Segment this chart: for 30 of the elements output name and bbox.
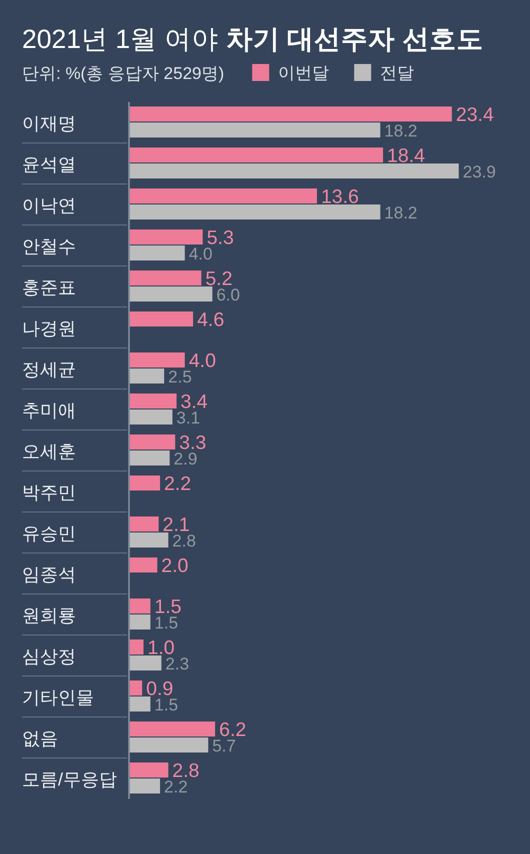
data-label: 2.2 xyxy=(164,473,192,495)
y-tick-label: 이재명 xyxy=(22,114,76,134)
y-tick-label: 이낙연 xyxy=(22,196,76,216)
y-tick-label: 심상정 xyxy=(22,646,76,666)
legend-label: 이번달 xyxy=(278,64,330,82)
y-tick-label: 오세훈 xyxy=(22,442,76,462)
y-tick-label: 임종석 xyxy=(22,564,76,584)
data-label: 13.6 xyxy=(320,186,359,208)
data-label: 23.9 xyxy=(462,162,496,182)
title: 2021년 1월 여야 차기 대선주자 선호도 xyxy=(22,24,484,54)
data-label: 2.0 xyxy=(161,555,188,577)
y-tick-label: 안철수 xyxy=(22,236,76,256)
y-tick-label: 나경원 xyxy=(22,318,76,338)
legend-label: 전달 xyxy=(380,64,414,82)
y-tick-label: 없음 xyxy=(22,728,58,748)
data-label: 23.4 xyxy=(456,104,494,126)
data-label: 18.2 xyxy=(384,122,418,140)
y-tick-label: 박주민 xyxy=(22,482,76,502)
data-label: 4.6 xyxy=(197,309,224,331)
data-label: 18.4 xyxy=(387,145,425,167)
y-tick-label: 추미애 xyxy=(22,400,76,420)
data-label: 18.2 xyxy=(384,204,418,222)
y-tick-label: 윤석열 xyxy=(22,154,76,174)
y-tick-label: 유승민 xyxy=(22,524,76,544)
y-tick-label: 원희룡 xyxy=(22,606,76,626)
y-tick-label: 기타인물 xyxy=(22,688,94,708)
subtitle: 단위: %(총 응답자 2529명) xyxy=(22,64,224,83)
y-tick-label: 모름/무응답 xyxy=(22,770,118,790)
y-tick-label: 홍준표 xyxy=(22,278,76,298)
y-tick-label: 정세균 xyxy=(22,360,76,380)
